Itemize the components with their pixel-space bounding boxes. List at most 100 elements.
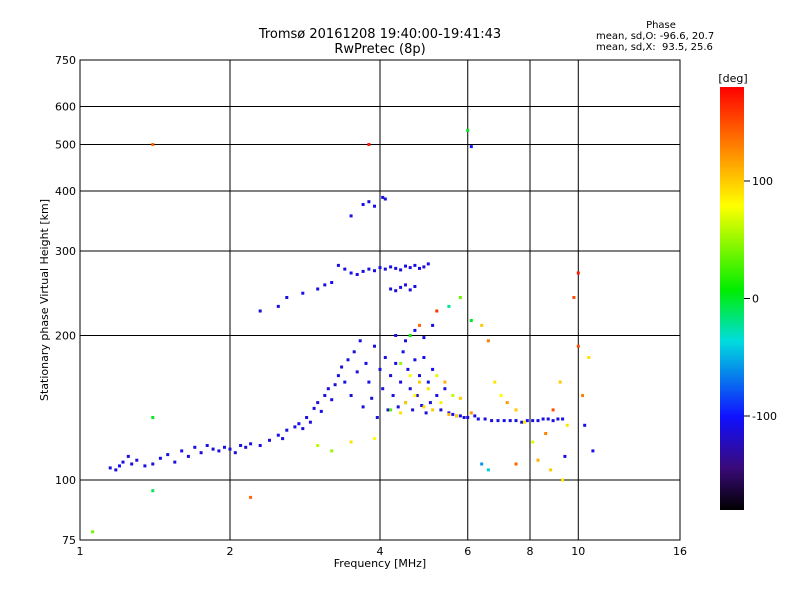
- y-axis-ticks: 75 100 200 300 400 500 600 750: [55, 54, 76, 547]
- data-point: [473, 414, 477, 418]
- data-point: [399, 285, 403, 289]
- colorbar: [720, 87, 744, 510]
- data-point: [399, 411, 403, 415]
- data-point: [367, 380, 371, 384]
- data-point: [130, 462, 134, 466]
- x-tick-label: 4: [377, 545, 384, 558]
- data-point: [469, 411, 473, 415]
- data-point: [476, 417, 480, 421]
- data-point: [333, 383, 337, 387]
- data-point: [276, 304, 280, 308]
- data-point: [408, 374, 412, 378]
- data-point: [330, 449, 334, 453]
- data-point: [336, 263, 340, 267]
- data-point: [386, 408, 390, 412]
- data-point: [349, 214, 353, 218]
- data-point: [462, 416, 466, 419]
- y-tick-label: 750: [55, 54, 76, 67]
- data-point: [394, 266, 398, 270]
- data-point: [447, 304, 451, 308]
- data-point: [480, 323, 484, 327]
- data-point: [422, 405, 426, 409]
- data-point: [408, 288, 412, 292]
- data-point: [486, 468, 490, 472]
- data-point: [422, 336, 426, 340]
- data-point: [378, 367, 382, 371]
- x-tick-label: 6: [464, 545, 471, 558]
- data-point: [486, 339, 490, 343]
- data-point: [435, 374, 439, 378]
- data-point: [352, 350, 356, 354]
- data-point: [228, 447, 232, 451]
- chart-title: Tromsø 20161208 19:40:00-19:41:43: [258, 27, 502, 42]
- y-tick-label: 500: [55, 139, 76, 152]
- data-point: [420, 404, 424, 407]
- data-point: [483, 417, 487, 421]
- data-point: [458, 414, 462, 418]
- data-point: [343, 267, 347, 271]
- data-point: [375, 416, 379, 419]
- data-point: [301, 427, 305, 431]
- x-tick-label: 10: [571, 545, 585, 558]
- y-tick-label: 75: [62, 534, 76, 547]
- data-point: [373, 437, 376, 441]
- data-point: [323, 283, 327, 287]
- data-point: [572, 296, 576, 299]
- data-point: [330, 281, 334, 284]
- data-point: [531, 440, 535, 444]
- data-point: [108, 466, 112, 470]
- data-point: [404, 401, 407, 405]
- data-point: [223, 445, 226, 449]
- data-point: [591, 449, 595, 453]
- data-point: [239, 444, 243, 447]
- data-point: [418, 323, 421, 327]
- data-point: [312, 406, 316, 410]
- data-point: [536, 458, 540, 462]
- data-point: [443, 387, 447, 391]
- data-point: [126, 454, 130, 458]
- data-point: [399, 268, 403, 272]
- data-point: [520, 420, 524, 424]
- x-tick-label: 1: [77, 545, 84, 558]
- data-point: [493, 380, 497, 384]
- data-point: [151, 416, 155, 419]
- data-point: [413, 263, 417, 267]
- data-point: [455, 414, 459, 418]
- data-point: [361, 405, 365, 409]
- data-point: [408, 387, 412, 391]
- data-point: [211, 447, 215, 451]
- data-point: [355, 370, 359, 374]
- phase-stats-o: mean, sd,O: -96.6, 20.7: [596, 31, 715, 42]
- x-axis-ticks: 1 2 4 6 8 10 16: [77, 545, 688, 558]
- data-point: [525, 419, 529, 423]
- x-tick-label: 2: [227, 545, 234, 558]
- data-point: [118, 464, 121, 468]
- data-point: [422, 356, 426, 359]
- colorbar-tick-label: 0: [752, 293, 759, 306]
- data-point: [186, 454, 190, 458]
- data-point: [415, 394, 419, 397]
- data-point: [523, 420, 526, 424]
- data-point: [399, 361, 403, 365]
- data-point: [355, 273, 359, 276]
- phase-legend: Phase mean, sd,O: -96.6, 20.7 mean, sd,X…: [596, 20, 726, 53]
- data-point: [406, 367, 410, 371]
- data-point: [447, 412, 451, 416]
- data-point: [285, 428, 289, 432]
- data-point: [173, 460, 177, 464]
- data-point: [583, 423, 587, 427]
- data-point: [349, 394, 353, 397]
- colorbar-tick-label: -100: [752, 410, 777, 423]
- data-point: [399, 380, 403, 384]
- data-point: [451, 394, 455, 397]
- data-point: [389, 265, 393, 269]
- data-point: [367, 200, 371, 204]
- data-point: [349, 271, 353, 275]
- data-point: [297, 422, 301, 426]
- data-point: [381, 195, 385, 199]
- data-point: [431, 367, 435, 371]
- data-point: [180, 449, 184, 453]
- data-point: [514, 462, 518, 466]
- data-point: [490, 419, 494, 423]
- y-axis-label: Stationary phase Virtual Height [km]: [38, 199, 51, 401]
